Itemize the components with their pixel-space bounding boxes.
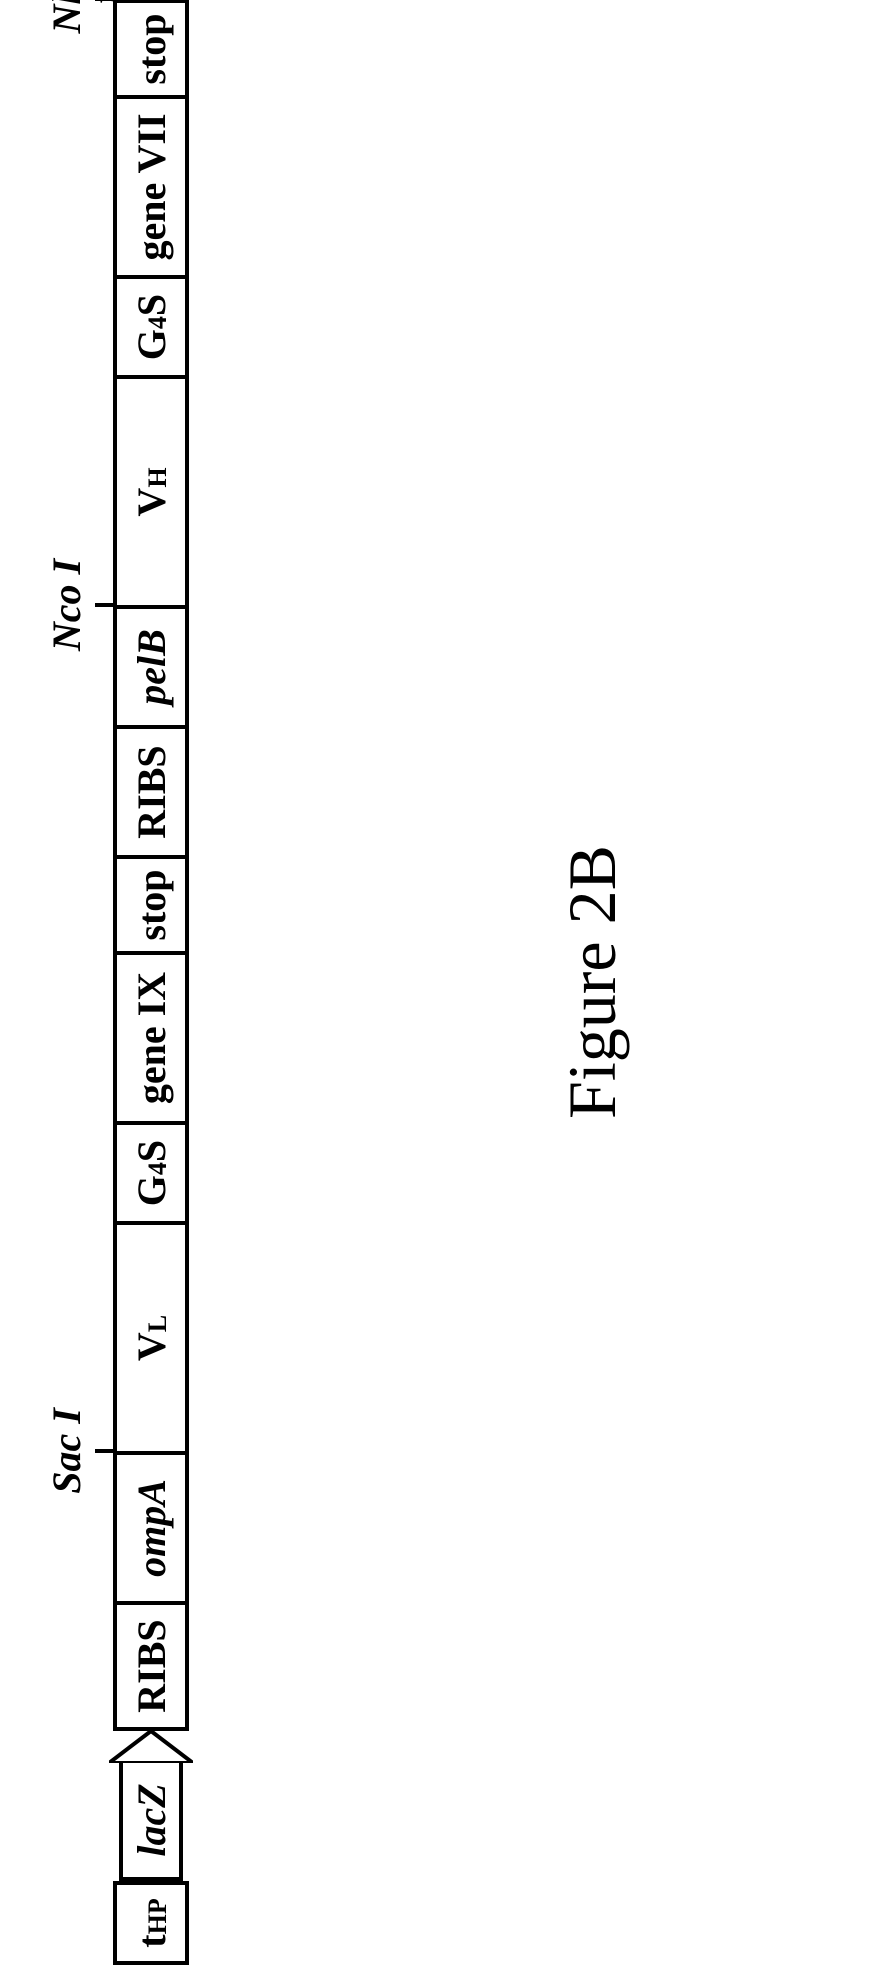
- segment-thp: tHP: [113, 1881, 189, 1965]
- segment-gene7: gene VII: [113, 95, 189, 275]
- figure-caption: Figure 2B: [553, 0, 632, 1965]
- segment-ribs1: RIBS: [113, 1601, 189, 1731]
- restriction-site-sac1-label: Sac I: [43, 1408, 90, 1494]
- segment-lacz-label: lacZ: [119, 1763, 183, 1881]
- gene-construct-diagram: Sac INco INhe I tHPlacZRIBSompAVLG4Sgene…: [43, 0, 189, 1965]
- segment-vl: VL: [113, 1221, 189, 1451]
- segment-stop2: stop: [113, 0, 189, 95]
- restriction-sites-row: Sac INco INhe I: [43, 0, 113, 1965]
- segment-lacz: lacZ: [113, 1731, 189, 1881]
- segment-stop1: stop: [113, 855, 189, 951]
- restriction-site-nco1-tick: [95, 603, 115, 607]
- segment-ompa: ompA: [113, 1451, 189, 1601]
- restriction-site-nco1-label: Nco I: [43, 559, 90, 651]
- arrow-head-icon: [109, 1731, 193, 1763]
- segment-g4s2: G4S: [113, 275, 189, 375]
- segment-track: tHPlacZRIBSompAVLG4Sgene IXstopRIBSpelBV…: [113, 0, 189, 1965]
- restriction-site-nhe1-tick: [95, 0, 115, 1]
- segment-g4s1: G4S: [113, 1121, 189, 1221]
- segment-vh: VH: [113, 375, 189, 605]
- segment-pelb: pelB: [113, 605, 189, 725]
- segment-gene9: gene IX: [113, 951, 189, 1121]
- segment-ribs2: RIBS: [113, 725, 189, 855]
- restriction-site-sac1-tick: [95, 1449, 115, 1453]
